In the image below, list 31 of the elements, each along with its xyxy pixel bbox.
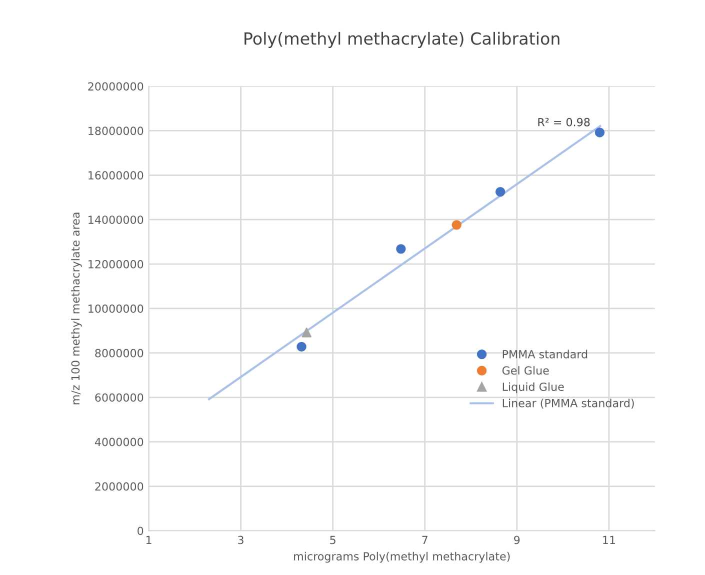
y-tick-label: 6000000	[95, 393, 144, 402]
chart-title: Poly(methyl methacrylate) Calibration	[244, 32, 560, 48]
y-tick-label: 4000000	[94, 438, 144, 446]
point	[396, 244, 406, 254]
point	[452, 220, 462, 230]
y-axis-title: m/z 100 methyl methacrylate area	[71, 212, 82, 404]
y-tick-label: 20000000	[88, 82, 144, 91]
y-tick-label: 18000000	[88, 126, 144, 136]
x-tick-label: 11	[603, 536, 615, 544]
legend-label: PMMA standard	[502, 350, 588, 358]
legend-label: Liquid Glue	[502, 382, 564, 394]
y-tick-label: 16000000	[88, 171, 144, 180]
x-tick-label: 7	[422, 536, 428, 544]
x-tick-label: 1	[146, 536, 152, 544]
x-axis-title: micrograms Poly(methyl methacrylate)	[294, 552, 510, 563]
point	[302, 328, 312, 338]
x-tick-label: 5	[330, 536, 336, 544]
y-tick-label: 8000000	[95, 348, 144, 358]
y-tick-label: 0	[138, 526, 144, 536]
point	[594, 128, 605, 138]
y-tick-label: 2000000	[95, 482, 144, 491]
point	[495, 186, 506, 197]
annotation: R² = 0.98	[538, 118, 590, 126]
x-tick-label: 9	[514, 536, 520, 544]
y-tick-label: 10000000	[88, 304, 144, 313]
legend-label: Linear (PMMA standard)	[502, 398, 634, 409]
y-tick-label: 14000000	[88, 216, 144, 224]
x-tick-label: 3	[238, 536, 244, 544]
legend-label: Gel Glue	[502, 366, 549, 375]
y-tick-label: 12000000	[88, 260, 144, 268]
point	[296, 342, 306, 352]
